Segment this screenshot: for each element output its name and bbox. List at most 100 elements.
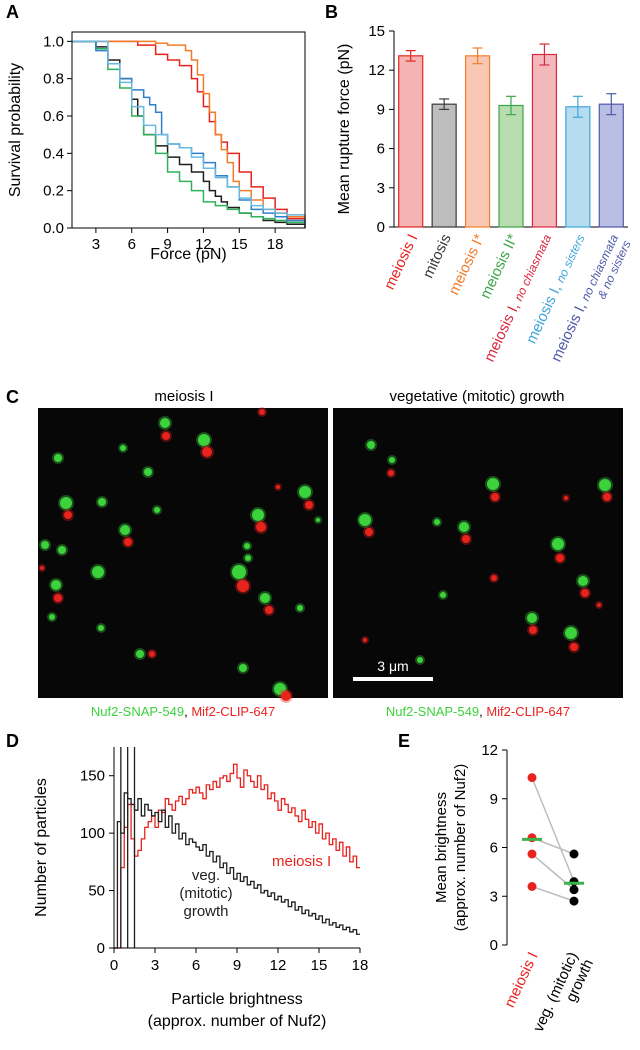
survival-curve bbox=[72, 40, 306, 223]
panel-c-label: C bbox=[6, 387, 19, 407]
panel-b-axes: 0 3 6 9 12 15 Mean rupture force (pN) bbox=[336, 23, 628, 236]
micrograph-left-image bbox=[38, 408, 328, 698]
red-spot bbox=[237, 580, 249, 592]
red-spot bbox=[556, 554, 564, 562]
green-spot bbox=[252, 509, 264, 521]
x-tick-label: 18 bbox=[267, 236, 284, 253]
bar bbox=[398, 55, 424, 228]
y-axis-label: Number of particles bbox=[33, 778, 50, 917]
green-spot bbox=[260, 593, 270, 603]
green-spot bbox=[434, 519, 440, 525]
y-tick-label: 12 bbox=[481, 742, 498, 759]
series-label-veg-line: (mitotic) bbox=[179, 885, 232, 902]
bar bbox=[464, 55, 491, 228]
panel-d-label: D bbox=[6, 731, 19, 751]
x-axis-label-2: (approx. number of Nuf2) bbox=[148, 1013, 327, 1030]
green-spot bbox=[92, 566, 104, 578]
x-tick-label: 12 bbox=[270, 957, 287, 974]
x-tick-label: 15 bbox=[231, 236, 248, 253]
y-tick-label: 9 bbox=[490, 791, 498, 808]
red-spot bbox=[265, 606, 273, 614]
category-main: meiosis I bbox=[381, 232, 421, 293]
green-spot bbox=[160, 418, 170, 428]
red-spot bbox=[570, 643, 578, 651]
caption-separator: , bbox=[479, 704, 486, 719]
red-spot bbox=[162, 432, 170, 440]
green-spot bbox=[98, 625, 104, 631]
x-tick-label: 3 bbox=[92, 236, 100, 253]
panel-d-histogram: D meiosis I veg. (mitotic) growth 0 3 6 9 12 15 1… bbox=[6, 731, 368, 1030]
green-spot bbox=[49, 614, 55, 620]
survival-curve bbox=[72, 40, 306, 225]
micrograph-right-caption: Nuf2-SNAP-549, Mif2-CLIP-647 bbox=[386, 704, 570, 719]
red-spot bbox=[491, 493, 499, 501]
green-spot bbox=[367, 441, 375, 449]
x-tick-label: 6 bbox=[128, 236, 136, 253]
category-main: mitosis bbox=[420, 232, 455, 281]
green-spot bbox=[198, 434, 210, 446]
meiosis-point bbox=[527, 833, 537, 843]
y-tick-label: 0 bbox=[490, 937, 498, 954]
category-label: veg. (mitotic)growth bbox=[530, 950, 597, 1035]
x-tick-label: 15 bbox=[311, 957, 328, 974]
green-spot bbox=[98, 498, 106, 506]
veg-point bbox=[569, 896, 579, 906]
green-spot bbox=[299, 486, 311, 498]
y-tick-label: 0 bbox=[97, 940, 105, 957]
red-spot bbox=[363, 638, 367, 642]
y-tick-label: 9 bbox=[377, 101, 385, 118]
green-spot bbox=[136, 650, 144, 658]
green-spot bbox=[232, 565, 246, 579]
x-tick-label: 6 bbox=[192, 957, 200, 974]
pair-line bbox=[531, 885, 575, 902]
panel-a-label: A bbox=[6, 2, 19, 22]
micrograph-right-title: vegetative (mitotic) growth bbox=[389, 388, 564, 405]
panel-a-survival-chart: A 3 6 9 12 15 18 0.0 0.2 0.4 0.6 0.8 1.0 Force (pN) S… bbox=[6, 2, 306, 263]
category-label: mitosis bbox=[420, 232, 455, 281]
meiosis-point bbox=[527, 773, 537, 783]
green-spot bbox=[599, 479, 611, 491]
green-spot bbox=[316, 518, 320, 522]
y-tick-label: 0.8 bbox=[43, 71, 64, 88]
green-spot bbox=[487, 478, 499, 490]
survival-curve bbox=[72, 40, 306, 225]
series-label-veg-line: veg. bbox=[192, 867, 220, 884]
series-label-meiosis: meiosis I bbox=[272, 853, 331, 870]
panel-d-axes: 0 3 6 9 12 15 18 0 50 100 150 Particle brightness (a… bbox=[33, 747, 368, 1030]
y-tick-label: 3 bbox=[490, 888, 498, 905]
panel-a-curves bbox=[72, 40, 306, 228]
veg-point bbox=[569, 849, 579, 859]
caption-separator: , bbox=[184, 704, 191, 719]
red-spot bbox=[40, 566, 44, 570]
histogram-series bbox=[114, 763, 360, 949]
red-spot bbox=[281, 691, 291, 701]
red-spot bbox=[529, 626, 537, 634]
red-spot bbox=[259, 409, 265, 415]
green-spot bbox=[297, 605, 303, 611]
veg-point bbox=[569, 885, 579, 895]
panel-b-bar-chart: B 0 3 6 9 12 15 Mean rupture force (pN) meiosi… bbox=[325, 2, 634, 365]
green-spot bbox=[154, 507, 160, 513]
veg-point bbox=[569, 877, 579, 887]
red-spot bbox=[603, 493, 611, 501]
red-spot bbox=[388, 470, 394, 476]
y-tick-label: 6 bbox=[490, 840, 498, 857]
series-label-veg-line: growth bbox=[183, 903, 228, 920]
y-tick-label: 1.0 bbox=[43, 33, 64, 50]
y-tick-label: 150 bbox=[80, 768, 105, 785]
green-spot bbox=[578, 576, 588, 586]
red-spot bbox=[597, 603, 601, 607]
series-label-veg: veg. (mitotic) growth bbox=[179, 867, 232, 920]
y-tick-label: 15 bbox=[368, 23, 385, 40]
y-tick-label: 50 bbox=[88, 883, 105, 900]
x-tick-label: 3 bbox=[151, 957, 159, 974]
green-spot bbox=[54, 454, 62, 462]
survival-curve bbox=[72, 40, 306, 228]
green-spot bbox=[58, 546, 66, 554]
y-tick-label: 0.0 bbox=[43, 220, 64, 237]
y-tick-label: 0.6 bbox=[43, 108, 64, 125]
micrograph-right-image bbox=[333, 408, 623, 698]
panel-e-paired-chart: E 0 3 6 9 12 Mean brightness (approx. number o… bbox=[398, 731, 597, 1035]
y-axis-label: Survival probability bbox=[7, 63, 24, 197]
micrograph-left-caption: Nuf2-SNAP-549, Mif2-CLIP-647 bbox=[91, 704, 275, 719]
